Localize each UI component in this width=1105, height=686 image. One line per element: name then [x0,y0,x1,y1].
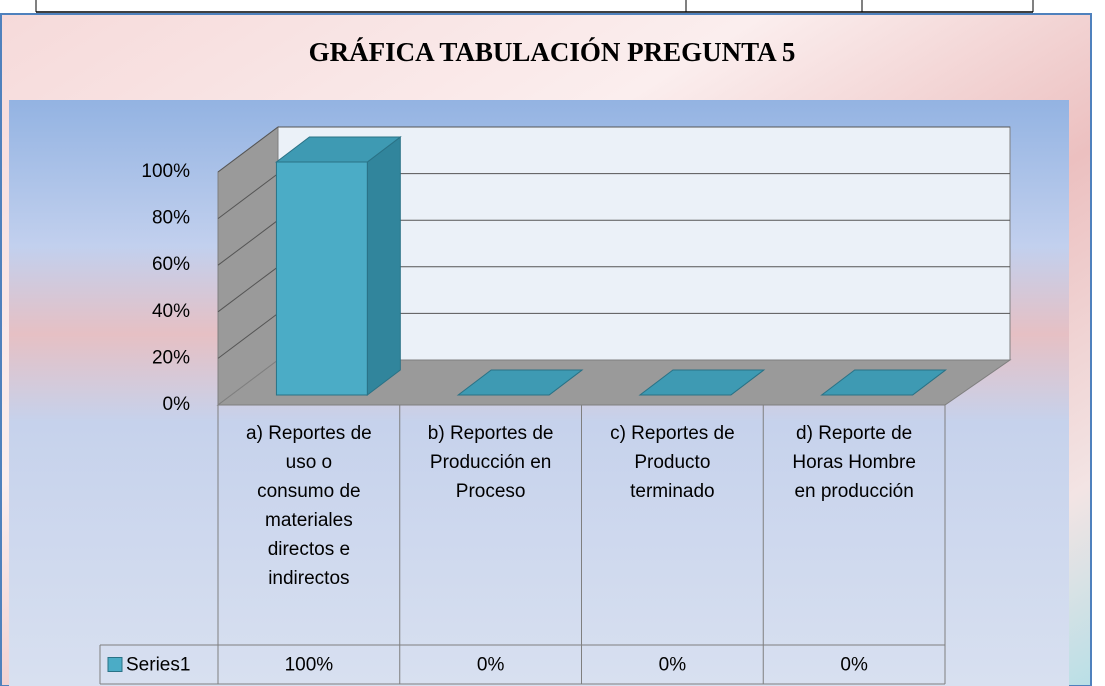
grid-line [217,219,279,266]
grid-line [217,173,279,220]
category-label: b) Reportes de Producción en Proceso [427,423,554,502]
y-tick-label: 100% [141,161,190,182]
data-table-value: 0% [840,655,868,676]
data-table-value: 0% [477,655,505,676]
chart-title: GRÁFICA TABULACIÓN PREGUNTA 5 [309,37,796,67]
bar-top [456,369,584,396]
legend-swatch [107,657,123,672]
page-strip [0,0,1105,14]
side-wall [217,126,279,406]
category-label: d) Reporte de Horas Hombre en producción [792,423,916,502]
y-tick-label: 40% [152,301,190,322]
category-label: c) Reportes de Producto terminado [610,423,735,502]
bar-side [366,135,401,397]
data-table-value: 0% [659,655,687,676]
bar [275,161,368,396]
y-tick-label: 20% [152,347,190,368]
grid-line [217,266,279,313]
bar-top [274,136,402,163]
bar-top [638,369,766,396]
category-label: a) Reportes de uso o consumo de material… [246,423,372,589]
grid-line [217,126,279,173]
data-table-value: 100% [285,655,334,676]
category-label-box: b) Reportes de Producción en Proceso [427,423,554,502]
bar-top [820,369,948,396]
category-label-box: a) Reportes de uso o consumo de material… [246,423,372,589]
y-tick-label: 80% [152,208,190,229]
grid-line [217,312,279,359]
y-tick-label: 0% [163,394,191,415]
category-label-box: c) Reportes de Producto terminado [610,423,735,502]
y-tick-label: 60% [152,254,190,275]
category-label-box: d) Reporte de Horas Hombre en producción [792,423,916,502]
legend-label: Series1 [126,655,190,676]
